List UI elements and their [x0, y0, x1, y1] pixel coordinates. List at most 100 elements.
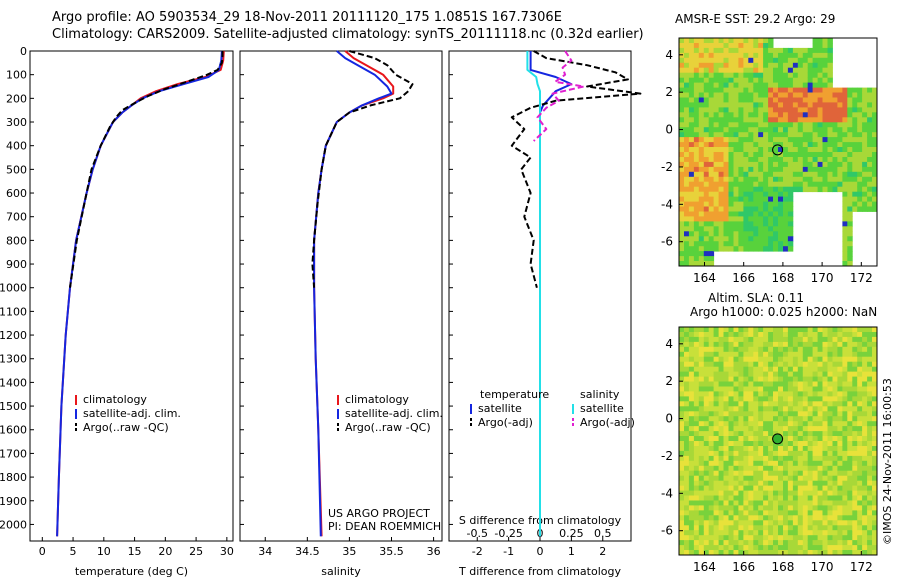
sla-map-cell: [872, 416, 878, 422]
sla-map-cell: [684, 401, 690, 407]
sla-map-cell: [713, 381, 719, 387]
sla-map-cell: [743, 416, 749, 422]
sst-map-cell: [713, 241, 719, 247]
sst-map-cell: [733, 137, 739, 143]
sla-map-cell: [847, 455, 853, 462]
sst-map-cell: [812, 43, 818, 49]
sla-map-cell: [862, 336, 868, 343]
sst-map-cell: [797, 77, 804, 84]
sst-map-cell: [684, 97, 690, 103]
sla-map-cell: [792, 441, 799, 447]
sla-map-cell: [743, 450, 749, 457]
sla-map-cell: [684, 545, 690, 551]
sla-map-cell: [753, 520, 759, 526]
sla-map-cell: [718, 525, 724, 531]
sst-map-cell: [723, 241, 729, 247]
sla-map-cell: [738, 465, 744, 472]
sla-map-cell: [688, 465, 695, 472]
sla-map-cell: [688, 332, 695, 338]
sst-map-cell: [768, 236, 774, 242]
sst-map-cell: [872, 97, 878, 103]
sst-map-cell: [817, 77, 823, 84]
sla-map-cell: [738, 436, 744, 442]
sla-map-cell: [733, 391, 739, 397]
sst-map-cell: [822, 82, 828, 88]
sst-map-cell: [679, 97, 685, 103]
sla-map-cell: [787, 426, 794, 432]
sst-map-cell: [847, 176, 853, 183]
sla-map-cell: [728, 441, 734, 447]
sla-map-cell: [708, 530, 715, 536]
sst-map-cell: [802, 132, 809, 138]
sst-map-cell: [817, 157, 823, 163]
sla-map-cell: [822, 381, 828, 387]
sla-map-cell: [688, 540, 695, 546]
sst-map-cell: [723, 196, 729, 202]
sst-map-cell: [832, 87, 838, 93]
sst-map-cell: [773, 47, 779, 54]
sst-map-cell: [748, 47, 754, 54]
sla-map-cell: [713, 545, 719, 551]
sla-map-cell: [684, 450, 690, 457]
sst-map-cell: [684, 82, 690, 88]
sla-map-cell: [773, 500, 779, 506]
sst-map-cell: [693, 201, 700, 207]
sla-map-cell: [837, 351, 843, 358]
sla-map-cell: [773, 336, 779, 343]
sst-map-cell: [763, 231, 769, 237]
sst-map-cell: [862, 181, 868, 188]
sst-map-cell: [783, 72, 789, 79]
sst-map-cell: [787, 152, 794, 158]
sla-map-cell: [723, 436, 729, 442]
sst-map-cell: [688, 211, 695, 217]
sst-map-cell: [768, 52, 774, 59]
sst-map-cell: [684, 231, 690, 237]
sla-map-cell: [679, 475, 685, 482]
sst-map-cell: [703, 231, 710, 237]
sla-map-cell: [763, 361, 769, 368]
depth-tick-label: 200: [6, 92, 27, 105]
sst-map-cell: [797, 62, 804, 69]
sla-map-cell: [802, 406, 809, 412]
sla-map-cell: [733, 386, 739, 392]
sst-map-cell: [792, 47, 799, 54]
sst-map-cell: [802, 186, 809, 193]
sst-map-cell: [787, 221, 794, 227]
sla-map-cell: [728, 515, 734, 521]
sst-map-cell: [698, 157, 705, 163]
sla-map-cell: [827, 431, 833, 437]
sla-map-cell: [748, 540, 754, 546]
sst-map-cell: [792, 137, 799, 143]
sla-map-cell: [787, 366, 794, 373]
sla-map-cell: [797, 520, 804, 526]
sla-map-cell: [817, 371, 823, 377]
sla-map-cell: [822, 341, 828, 348]
sla-map-cell: [688, 545, 695, 551]
sla-map-cell: [723, 351, 729, 358]
sla-map-cell: [768, 446, 774, 452]
sla-map-cell: [758, 460, 764, 467]
sla-map-cell: [857, 366, 863, 373]
sla-map-cell: [763, 540, 769, 546]
sst-map-cell: [842, 216, 848, 222]
sal-series-1: [313, 50, 393, 537]
sst-map-cell: [872, 186, 878, 193]
sla-map-cell: [743, 480, 749, 487]
sst-map-cell: [708, 132, 715, 138]
tdiff-tick-label: -1: [503, 545, 514, 558]
sst-map-cell: [847, 137, 853, 143]
sla-map-cell: [862, 500, 868, 506]
sst-map-cell: [688, 82, 695, 88]
sla-map-cell: [783, 540, 789, 546]
sst-map-cell: [723, 186, 729, 193]
sla-map-cell: [822, 465, 828, 472]
sst-map-cell: [842, 246, 848, 252]
sst-map-cell: [797, 186, 804, 193]
sla-map-cell: [748, 327, 754, 333]
sla-map-cell: [862, 545, 868, 551]
sst-map-cell: [832, 92, 838, 98]
sst-map-cell: [807, 102, 814, 108]
sst-map-cell: [867, 137, 873, 143]
sla-map-cell: [743, 520, 749, 526]
sla-map-cell: [792, 450, 799, 457]
